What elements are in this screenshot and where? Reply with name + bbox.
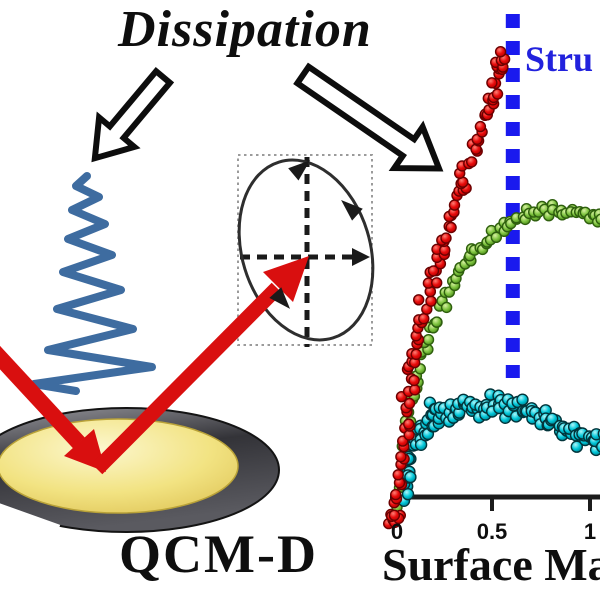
x-axis-label: Surface Ma bbox=[382, 539, 600, 590]
figure-title: Dissipation bbox=[118, 1, 372, 58]
x-tick-label-05: 0.5 bbox=[476, 519, 508, 544]
ellipse-arrowhead-top bbox=[288, 160, 311, 181]
phase-axis-arrowhead bbox=[352, 248, 370, 266]
reflected-beam bbox=[91, 282, 283, 475]
hollow-arrow-right bbox=[293, 62, 444, 172]
hollow-arrow-left bbox=[91, 66, 175, 163]
ellipse-arrowhead-right bbox=[341, 199, 363, 221]
incident-beam bbox=[0, 345, 85, 449]
x-tick-label-1: 1 bbox=[583, 519, 597, 544]
scatter-plot bbox=[383, 14, 600, 530]
sensor-label: QCM-D bbox=[119, 524, 318, 584]
ellipse-arrowhead-bottom-left bbox=[269, 287, 291, 309]
disk-gold-electrode bbox=[0, 418, 239, 514]
phase-ellipse bbox=[237, 158, 375, 342]
phase-diagram-box bbox=[237, 154, 375, 347]
structure-annotation: Stru bbox=[525, 39, 594, 79]
red-beam-arrows bbox=[0, 256, 309, 475]
disk-electrode-notch bbox=[0, 503, 61, 538]
scatter-points bbox=[383, 46, 600, 530]
x-tick-label-0: 0 bbox=[390, 519, 404, 544]
reflected-beam-arrowhead bbox=[263, 256, 309, 302]
damped-oscillation-spring bbox=[30, 172, 156, 395]
